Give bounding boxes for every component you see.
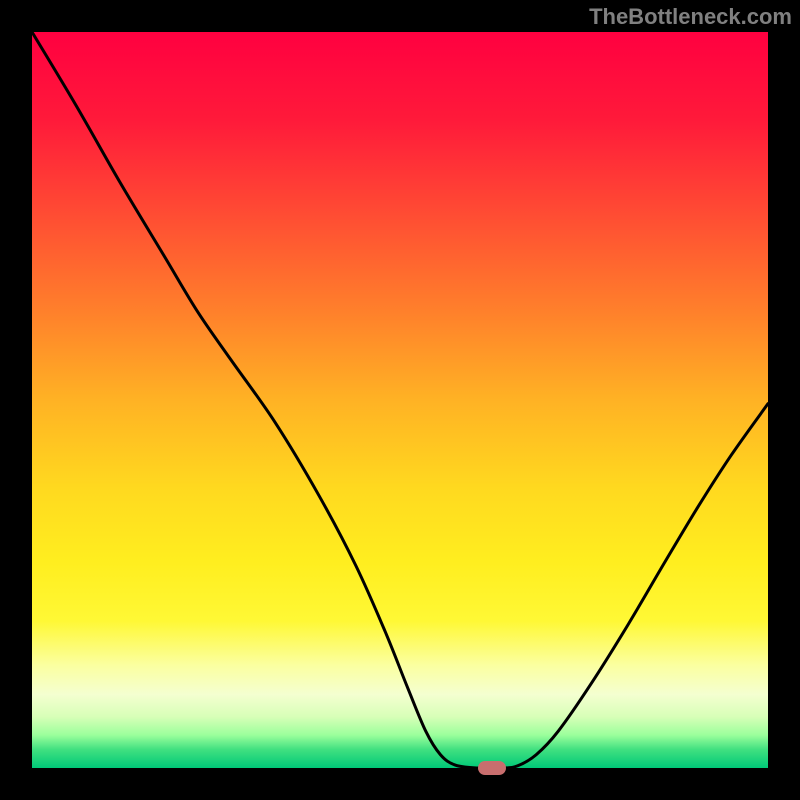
watermark-text: TheBottleneck.com [589,4,792,30]
bottleneck-chart [0,0,800,800]
chart-container: TheBottleneck.com [0,0,800,800]
sweet-spot-marker [478,761,506,775]
plot-area [32,32,768,768]
